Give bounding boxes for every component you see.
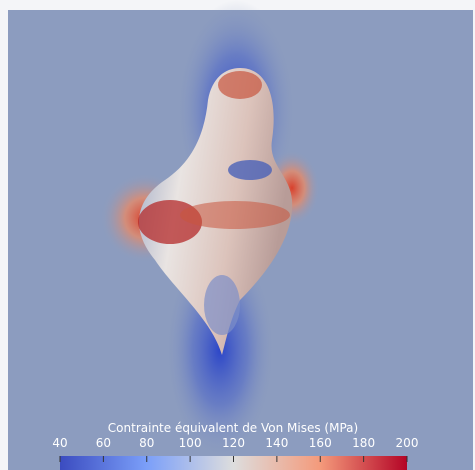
tick-label: 80 xyxy=(139,436,154,450)
colorbar-ticks: 40 60 80 100 120 140 160 180 200 xyxy=(52,436,418,462)
tick-label: 60 xyxy=(96,436,111,450)
colorbar-title: Contrainte équivalent de Von Mises (MPa) xyxy=(108,421,358,435)
low-stress-tip xyxy=(204,275,240,335)
tick-label: 200 xyxy=(396,436,419,450)
tick-label: 120 xyxy=(222,436,245,450)
tick-label: 40 xyxy=(52,436,67,450)
tick-label: 140 xyxy=(265,436,288,450)
stress-top xyxy=(218,71,262,99)
tick-label: 180 xyxy=(352,436,375,450)
tick-label: 100 xyxy=(179,436,202,450)
stress-band xyxy=(180,201,290,229)
tick-label: 160 xyxy=(309,436,332,450)
low-stress xyxy=(228,160,272,180)
